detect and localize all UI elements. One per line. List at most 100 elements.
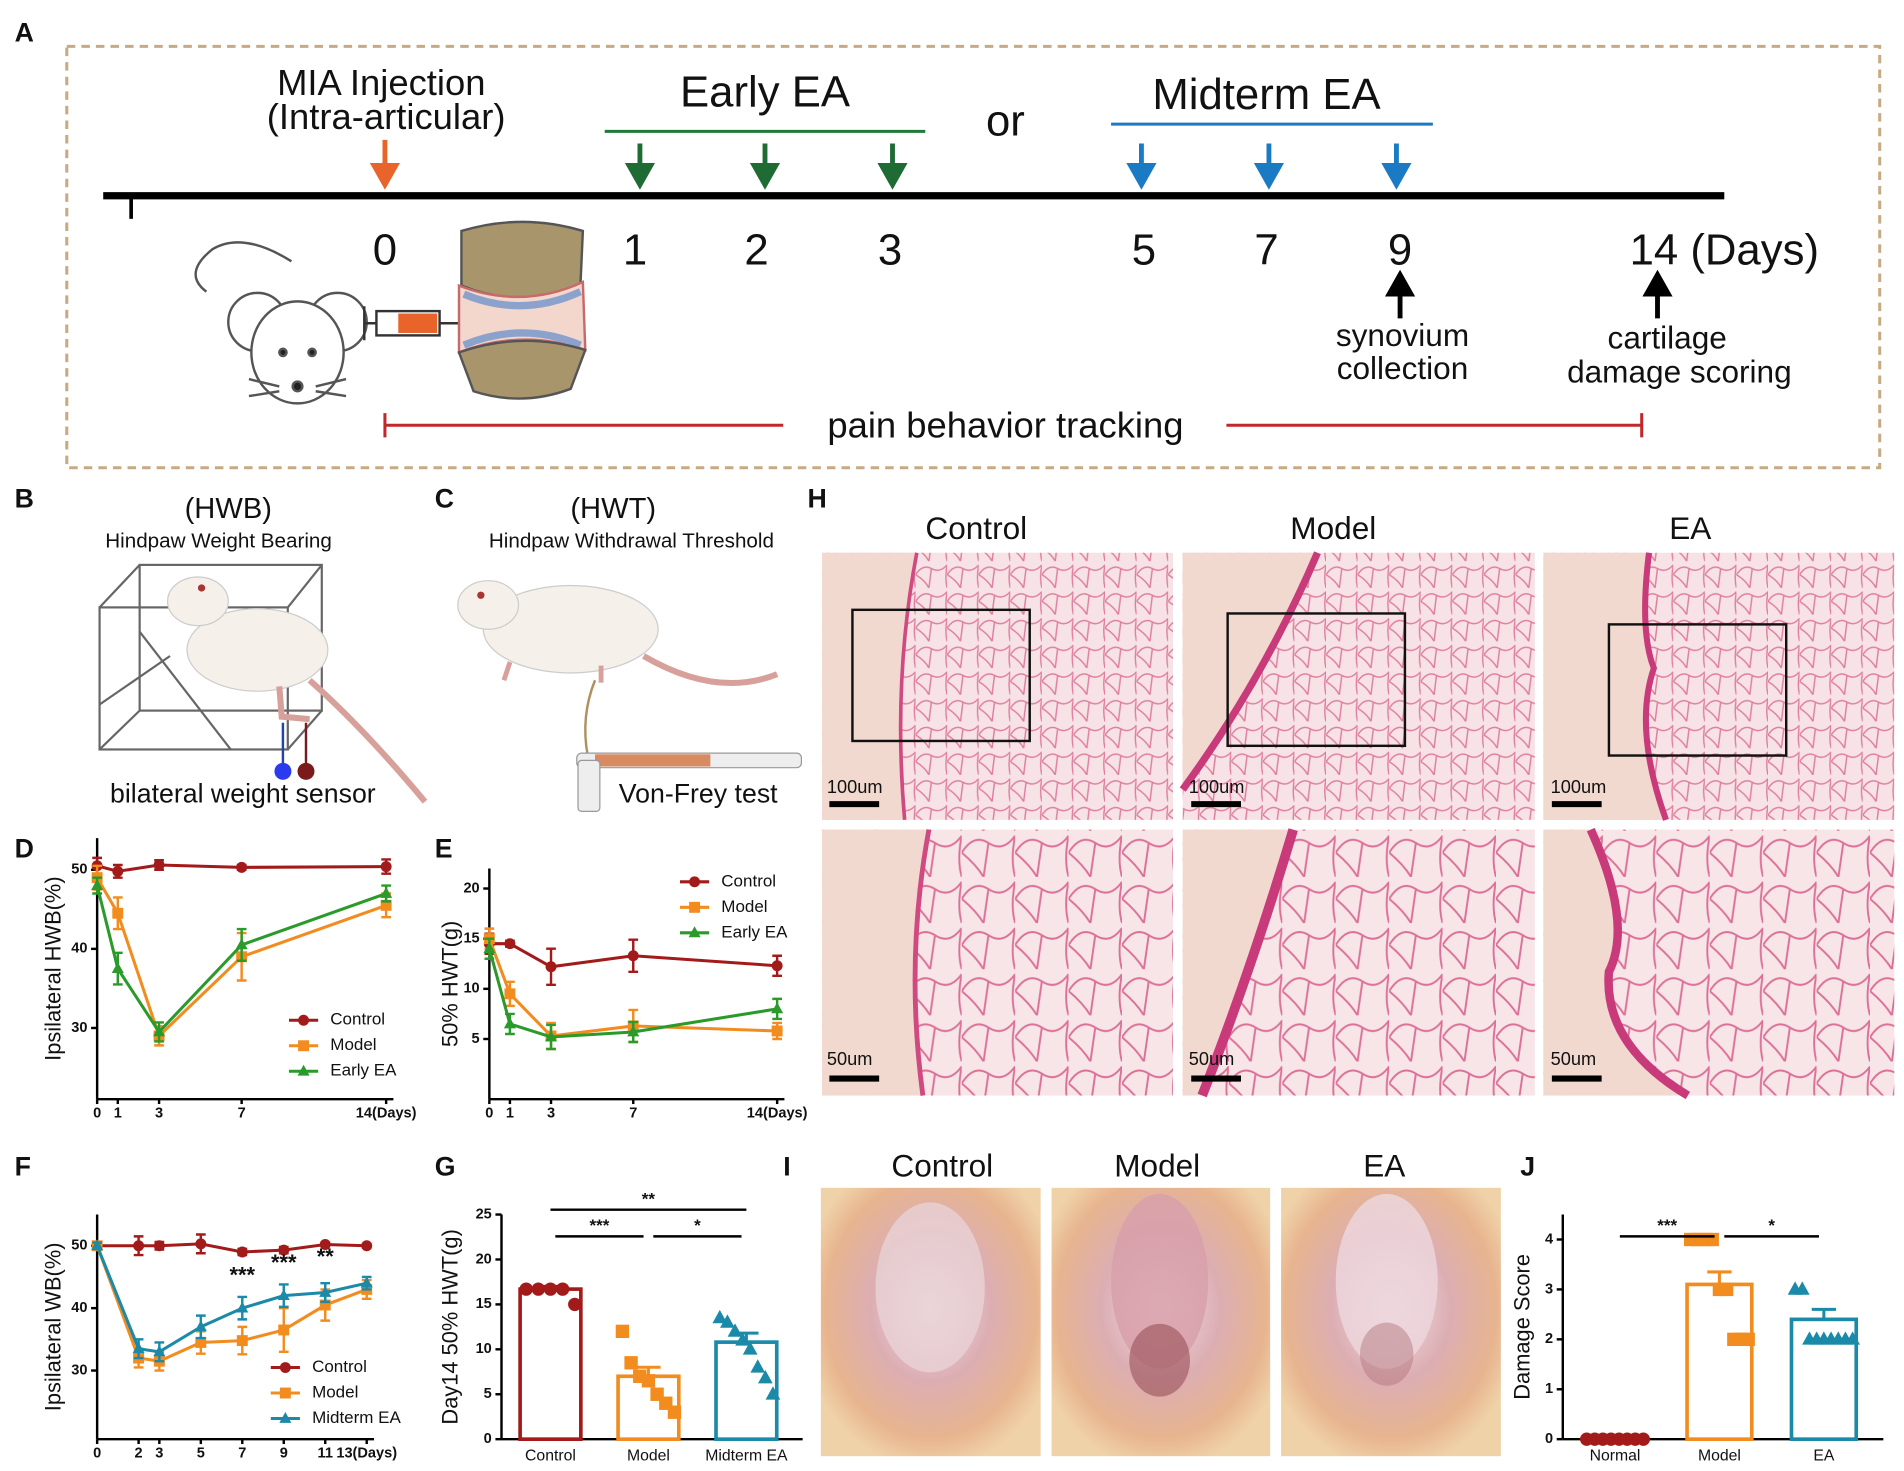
marker xyxy=(91,879,104,890)
panel-label: H xyxy=(808,484,827,514)
column-header: Control xyxy=(925,510,1027,546)
marker xyxy=(545,961,557,973)
hwb-panel: (HWB) Hindpaw Weight Bearing bilateral w… xyxy=(98,493,428,809)
rat-illustration-part xyxy=(307,677,428,804)
marker xyxy=(278,1244,290,1256)
y-tick-label: 20 xyxy=(476,1251,492,1267)
x-tick-label: 7 xyxy=(238,1446,246,1462)
x-tick-label: 3 xyxy=(155,1446,163,1462)
histology-image-part xyxy=(1543,829,1688,1096)
column-header: Control xyxy=(891,1148,993,1184)
rat-illustration-part xyxy=(166,576,229,627)
legend-marker xyxy=(279,1387,291,1399)
panel-label: I xyxy=(783,1151,790,1181)
histology-image-part xyxy=(1543,552,1666,820)
joint-photo-part xyxy=(1111,1193,1209,1369)
marker xyxy=(112,865,124,877)
marker xyxy=(153,1025,166,1037)
arrow-part xyxy=(1381,143,1412,190)
photo-panel: Control Model EA xyxy=(820,1148,1501,1457)
significance-label: *** xyxy=(590,1216,610,1235)
histology-image-part xyxy=(1642,552,1669,821)
x-tick-label: 2 xyxy=(135,1446,143,1462)
histology-image-part xyxy=(822,829,929,1096)
von-frey-grip xyxy=(595,754,711,767)
marker xyxy=(319,1299,331,1311)
marker xyxy=(627,1025,640,1037)
histology-image-part xyxy=(1586,827,1691,1100)
legend-marker xyxy=(279,1411,292,1423)
panel-label: E xyxy=(435,833,453,863)
y-tick-label: 1 xyxy=(1545,1381,1553,1397)
scale-bar xyxy=(829,801,1602,1082)
midterm-ea-label: Midterm EA xyxy=(1152,70,1381,119)
histology-image-part xyxy=(822,552,917,820)
sensor xyxy=(274,762,292,780)
legend-label: Midterm EA xyxy=(312,1408,401,1427)
panel-label: G xyxy=(435,1151,456,1181)
x-tick-label: 1 xyxy=(114,1106,122,1122)
marker xyxy=(361,1240,373,1252)
synovium-label: synovium xyxy=(1336,317,1469,353)
histology-image-part xyxy=(1182,829,1294,1096)
hwt-abbr: (HWT) xyxy=(570,493,656,525)
y-axis-label: 50% HWT(g) xyxy=(437,921,462,1047)
significance-label: ** xyxy=(642,1189,656,1208)
x-tick-label: 7 xyxy=(629,1106,637,1122)
marker xyxy=(277,1289,290,1301)
data-point xyxy=(555,1282,570,1296)
marker xyxy=(380,886,393,898)
column-header: EA xyxy=(1669,510,1711,546)
arrow-part xyxy=(624,143,656,190)
mouse-illustration-part xyxy=(194,241,293,293)
mouse-illustration-part xyxy=(291,380,304,393)
y-tick-label: 5 xyxy=(472,1031,480,1047)
tracking-label: pain behavior tracking xyxy=(827,404,1183,445)
x-tick-label: Model xyxy=(1698,1447,1741,1464)
panel-label: A xyxy=(15,17,34,47)
cartilage-label: damage scoring xyxy=(1567,354,1792,390)
y-tick-label: 40 xyxy=(71,941,87,957)
arrow-part xyxy=(877,143,908,190)
marker xyxy=(504,938,516,950)
marker xyxy=(771,960,783,972)
arrow-part xyxy=(749,143,781,190)
x-tick-label: 9 xyxy=(280,1446,288,1462)
marker xyxy=(153,859,165,871)
y-tick-label: 50 xyxy=(71,1238,87,1254)
y-tick-label: 10 xyxy=(463,981,479,997)
data-point xyxy=(667,1405,682,1419)
legend-marker xyxy=(297,1064,310,1076)
column-header: Model xyxy=(1114,1148,1200,1184)
dashed-frame xyxy=(65,44,1882,470)
data-point xyxy=(712,1309,728,1324)
panel-label: J xyxy=(1520,1151,1535,1181)
arrow xyxy=(1384,269,1416,319)
data-point xyxy=(1705,1232,1719,1247)
joint-photo xyxy=(820,1187,1501,1457)
data-point xyxy=(765,1386,781,1400)
hwb-name: Hindpaw Weight Bearing xyxy=(105,529,332,552)
injection-label: MIA Injection xyxy=(277,62,485,103)
joint-photo-part xyxy=(1335,1193,1438,1369)
marker xyxy=(195,1238,207,1250)
rat-illustration xyxy=(457,580,779,687)
x-tick-label: 0 xyxy=(93,1446,101,1462)
legend-marker xyxy=(688,926,701,938)
y-axis-label: Damage Score xyxy=(1510,1254,1535,1400)
data-point xyxy=(720,1314,735,1328)
x-tick-label: 14(Days) xyxy=(356,1106,417,1122)
annotation: *** xyxy=(230,1263,256,1288)
histology-image-part xyxy=(912,829,932,1096)
x-tick-label: EA xyxy=(1813,1447,1835,1464)
legend-label: Model xyxy=(330,1035,376,1054)
y-tick-label: 15 xyxy=(476,1296,492,1312)
zoom-box-part xyxy=(851,608,1031,743)
early-ea-label: Early EA xyxy=(680,68,851,117)
marker xyxy=(236,1246,248,1258)
data-point xyxy=(1845,1331,1860,1345)
y-tick-label: 2 xyxy=(1545,1331,1553,1347)
zoom-box xyxy=(851,608,1788,757)
joint-photo-part xyxy=(875,1202,985,1373)
hwb-abbr: (HWB) xyxy=(185,493,272,525)
